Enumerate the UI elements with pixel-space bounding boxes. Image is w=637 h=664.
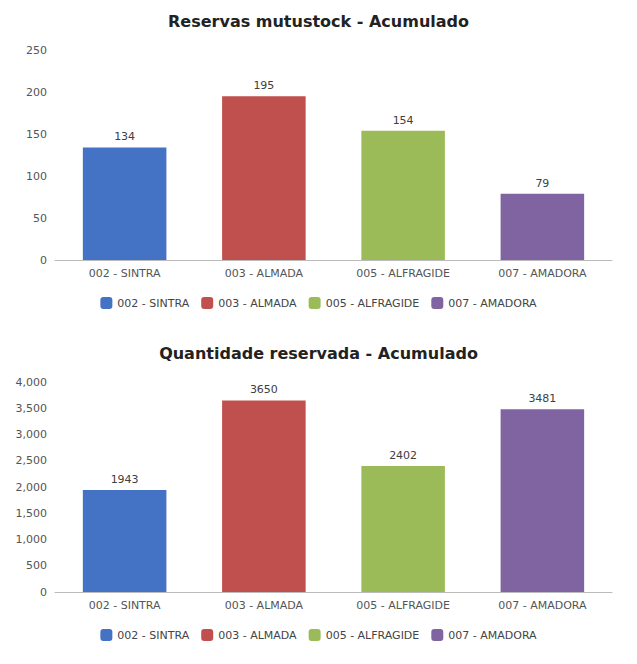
svg-text:005 - ALFRAGIDE: 005 - ALFRAGIDE (326, 297, 420, 310)
svg-text:002 - SINTRA: 002 - SINTRA (117, 297, 189, 310)
svg-text:3481: 3481 (528, 392, 556, 405)
svg-text:500: 500 (26, 559, 47, 572)
svg-text:003 - ALMADA: 003 - ALMADA (225, 267, 304, 280)
svg-text:150: 150 (26, 128, 47, 141)
svg-text:195: 195 (253, 79, 274, 92)
svg-text:2402: 2402 (389, 449, 417, 462)
svg-text:200: 200 (26, 86, 47, 99)
svg-text:002 - SINTRA: 002 - SINTRA (117, 629, 189, 642)
svg-text:154: 154 (393, 114, 414, 127)
svg-text:134: 134 (114, 130, 135, 143)
svg-text:3650: 3650 (250, 383, 278, 396)
svg-text:0: 0 (40, 254, 47, 267)
svg-text:250: 250 (26, 44, 47, 57)
svg-text:002 - SINTRA: 002 - SINTRA (89, 267, 161, 280)
svg-text:007 - AMADORA: 007 - AMADORA (448, 297, 537, 310)
svg-text:2,500: 2,500 (16, 454, 48, 467)
svg-text:50: 50 (33, 212, 47, 225)
svg-text:1,000: 1,000 (16, 533, 48, 546)
svg-text:003 - ALMADA: 003 - ALMADA (218, 629, 297, 642)
svg-text:007 - AMADORA: 007 - AMADORA (448, 629, 537, 642)
svg-text:005 - ALFRAGIDE: 005 - ALFRAGIDE (326, 629, 420, 642)
svg-text:007 - AMADORA: 007 - AMADORA (498, 599, 587, 612)
svg-text:1943: 1943 (111, 473, 139, 486)
svg-text:3,000: 3,000 (16, 428, 48, 441)
svg-text:003 - ALMADA: 003 - ALMADA (218, 297, 297, 310)
svg-text:003 - ALMADA: 003 - ALMADA (225, 599, 304, 612)
svg-text:4,000: 4,000 (16, 376, 48, 389)
svg-text:002 - SINTRA: 002 - SINTRA (89, 599, 161, 612)
svg-text:3,500: 3,500 (16, 402, 48, 415)
svg-text:005 - ALFRAGIDE: 005 - ALFRAGIDE (356, 267, 450, 280)
svg-text:007 - AMADORA: 007 - AMADORA (498, 267, 587, 280)
svg-text:1,500: 1,500 (16, 507, 48, 520)
svg-text:100: 100 (26, 170, 47, 183)
svg-text:2,000: 2,000 (16, 481, 48, 494)
svg-text:Reservas mutustock - Acumulado: Reservas mutustock - Acumulado (168, 12, 469, 31)
svg-text:Quantidade reservada - Acumula: Quantidade reservada - Acumulado (159, 344, 478, 363)
svg-text:005 - ALFRAGIDE: 005 - ALFRAGIDE (356, 599, 450, 612)
svg-text:79: 79 (535, 177, 549, 190)
svg-text:0: 0 (40, 586, 47, 599)
